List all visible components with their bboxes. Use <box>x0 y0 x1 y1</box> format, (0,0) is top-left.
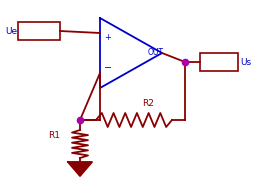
Text: Us: Us <box>240 57 251 67</box>
Text: Ue: Ue <box>5 26 17 35</box>
Bar <box>18 22 60 40</box>
Polygon shape <box>68 162 92 176</box>
Text: −: − <box>104 63 112 73</box>
Text: R1: R1 <box>48 130 60 139</box>
Text: R2: R2 <box>142 99 154 108</box>
Text: OUT: OUT <box>148 47 164 57</box>
Text: +: + <box>105 33 112 42</box>
Bar <box>200 53 238 71</box>
